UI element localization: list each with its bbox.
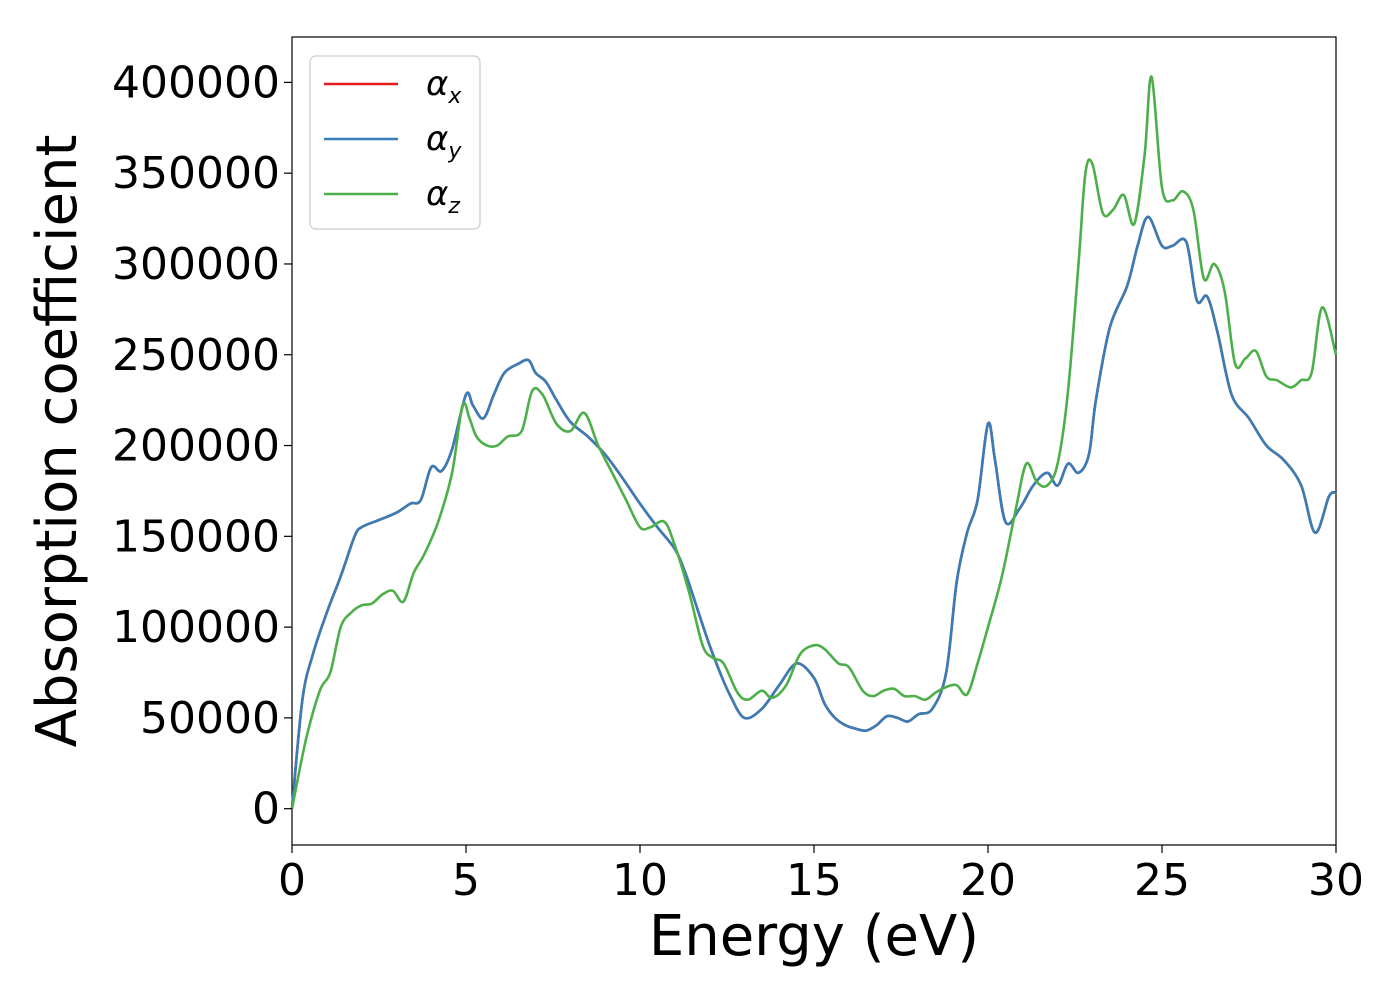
series-line-y xyxy=(290,215,1337,809)
x-tick-label: 10 xyxy=(612,855,668,906)
y-tick-label: 350000 xyxy=(112,148,280,199)
y-tick-label: 0 xyxy=(252,784,280,835)
series-layer xyxy=(290,75,1338,809)
x-tick-label: 20 xyxy=(960,855,1016,906)
x-tick-label: 15 xyxy=(786,855,842,906)
y-tick-label: 100000 xyxy=(112,602,280,653)
legend-frame xyxy=(309,55,481,230)
y-axis-ticks: 0 50000 100000 150000 200000 250000 300000 3500… xyxy=(112,57,292,835)
y-tick-label: 150000 xyxy=(112,511,280,562)
legend: αx αy αz xyxy=(309,55,481,230)
legend-label-z: αz xyxy=(426,174,460,219)
y-axis-label: Absorption coefficient xyxy=(25,135,90,748)
series-line-z xyxy=(290,75,1338,809)
y-tick-label: 50000 xyxy=(140,693,280,744)
y-tick-label: 400000 xyxy=(112,57,280,108)
x-tick-label: 0 xyxy=(278,855,306,906)
x-tick-label: 30 xyxy=(1308,855,1364,906)
legend-label-y: αy xyxy=(426,119,462,164)
legend-label-x: αx xyxy=(426,64,462,109)
x-axis-ticks: 0 5 10 15 20 25 30 xyxy=(278,845,1364,906)
x-tick-label: 25 xyxy=(1134,855,1190,906)
x-tick-label: 5 xyxy=(452,855,480,906)
x-axis-label: Energy (eV) xyxy=(649,904,979,969)
y-tick-label: 250000 xyxy=(112,330,280,381)
y-tick-label: 200000 xyxy=(112,421,280,472)
y-tick-label: 300000 xyxy=(112,239,280,290)
